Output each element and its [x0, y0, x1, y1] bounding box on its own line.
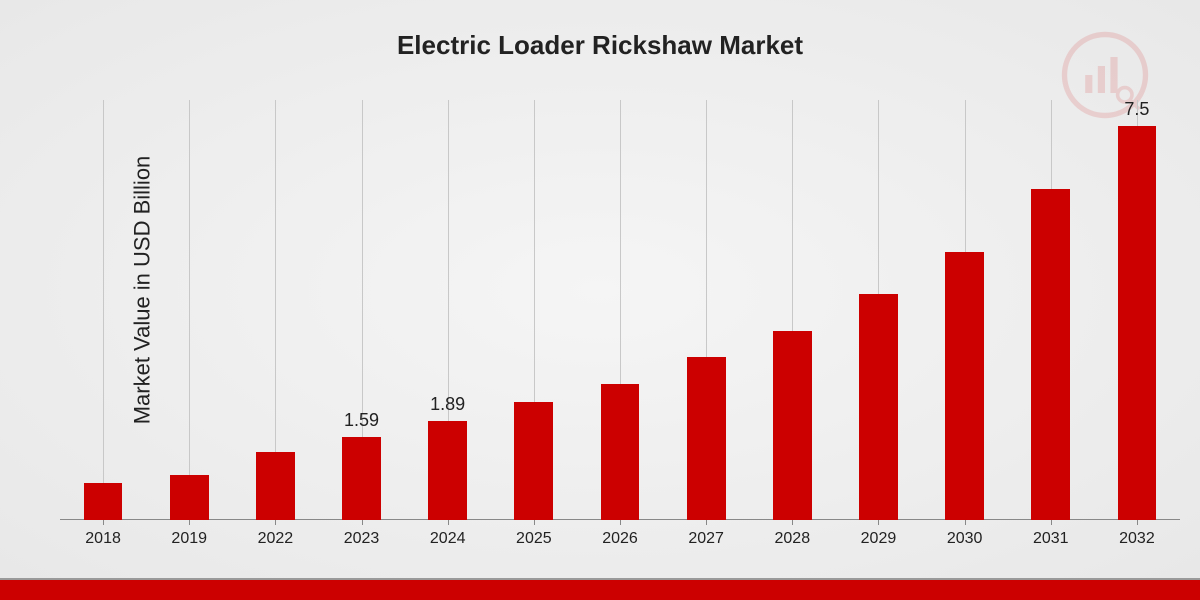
x-axis-label: 2027 — [688, 530, 724, 548]
x-tick — [1051, 520, 1052, 525]
bottom-accent-bar — [0, 580, 1200, 600]
x-tick — [965, 520, 966, 525]
x-tick — [362, 520, 363, 525]
x-axis-label: 2022 — [258, 530, 294, 548]
bar-value-label: 1.89 — [430, 394, 465, 415]
x-tick — [706, 520, 707, 525]
bar — [1031, 189, 1070, 520]
bar — [84, 483, 123, 520]
chart-title: Electric Loader Rickshaw Market — [0, 0, 1200, 61]
bar — [687, 357, 726, 520]
bar — [342, 437, 381, 520]
x-axis-label: 2025 — [516, 530, 552, 548]
x-axis-label: 2031 — [1033, 530, 1069, 548]
bar — [514, 402, 553, 520]
x-tick — [792, 520, 793, 525]
x-tick — [534, 520, 535, 525]
bar — [601, 384, 640, 521]
x-tick — [448, 520, 449, 525]
bar-value-label: 7.5 — [1124, 99, 1149, 120]
plot-area: 2018201920221.5920231.892024202520262027… — [60, 100, 1180, 520]
bar — [428, 421, 467, 520]
chart-container: Electric Loader Rickshaw Market Market V… — [0, 0, 1200, 580]
x-tick — [275, 520, 276, 525]
bar — [773, 331, 812, 520]
bar — [256, 452, 295, 520]
x-axis-label: 2029 — [861, 530, 897, 548]
x-axis-label: 2024 — [430, 530, 466, 548]
x-tick — [878, 520, 879, 525]
x-axis-label: 2023 — [344, 530, 380, 548]
gridline — [103, 100, 104, 520]
x-axis-label: 2018 — [85, 530, 121, 548]
bar — [170, 475, 209, 520]
x-tick — [1137, 520, 1138, 525]
x-axis-label: 2032 — [1119, 530, 1155, 548]
bar — [945, 252, 984, 520]
x-tick — [620, 520, 621, 525]
x-axis-label: 2030 — [947, 530, 983, 548]
x-axis-label: 2026 — [602, 530, 638, 548]
bar — [1118, 126, 1157, 520]
bar — [859, 294, 898, 520]
x-axis-label: 2028 — [775, 530, 811, 548]
gridline — [189, 100, 190, 520]
x-tick — [189, 520, 190, 525]
bar-value-label: 1.59 — [344, 410, 379, 431]
x-axis-label: 2019 — [171, 530, 207, 548]
x-tick — [103, 520, 104, 525]
